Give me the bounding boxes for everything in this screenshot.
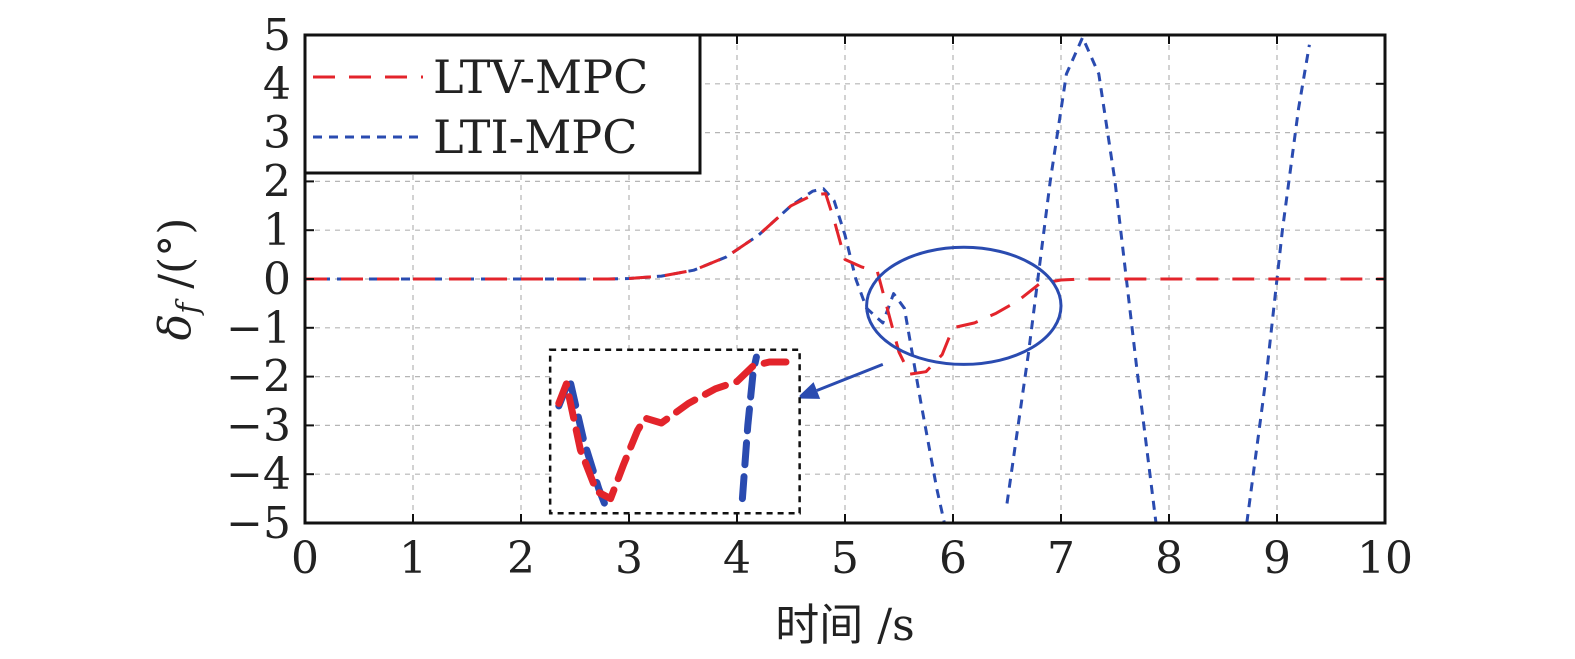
x-tick-label: 4 — [723, 533, 751, 584]
x-tick-label: 9 — [1263, 533, 1291, 584]
inset-box — [548, 348, 801, 515]
y-axis-title: δf /(°) — [150, 218, 206, 341]
y-tick-label: 2 — [263, 156, 291, 207]
y-tick-label: −2 — [226, 352, 291, 403]
legend-label-lti-mpc: LTI-MPC — [433, 110, 637, 164]
plot-area — [305, 35, 1385, 524]
x-tick-label: 6 — [939, 533, 967, 584]
legend-box — [303, 33, 702, 175]
y-tick-label: 3 — [263, 108, 291, 159]
series-line-lti-mpc — [305, 187, 946, 524]
y-axis-symbol: δ — [150, 314, 201, 341]
y-axis-unit: /(°) — [150, 218, 201, 303]
series-line-lti-mpc — [1005, 35, 1158, 524]
y-tick-label: 5 — [263, 10, 291, 61]
y-tick-label: −5 — [226, 498, 291, 549]
y-tick-label: −3 — [226, 400, 291, 451]
x-tick-label: 7 — [1047, 533, 1075, 584]
series-line-lti-mpc — [1245, 44, 1311, 524]
zoom-ellipse — [865, 245, 1063, 366]
y-tick-label: 0 — [263, 254, 291, 305]
x-tick-label: 10 — [1357, 533, 1413, 584]
x-tick-label: 8 — [1155, 533, 1183, 584]
x-tick-label: 5 — [831, 533, 859, 584]
inset-line-ltv-mpc — [555, 358, 800, 503]
legend: LTV-MPC LTI-MPC — [303, 33, 702, 175]
y-tick-label: −4 — [226, 449, 291, 500]
x-tick-label: 2 — [507, 533, 535, 584]
x-tick-label: 1 — [399, 533, 427, 584]
annotations — [548, 245, 1063, 515]
x-tick-label: 0 — [291, 533, 319, 584]
legend-label-ltv-mpc: LTV-MPC — [433, 50, 648, 104]
zoom-arrow-shaft — [816, 363, 884, 392]
x-axis-title: 时间 /s — [775, 600, 914, 651]
y-tick-label: 4 — [263, 59, 291, 110]
y-tick-label: 1 — [263, 205, 291, 256]
x-tick-label: 3 — [615, 533, 643, 584]
zoom-arrow-head — [796, 382, 821, 399]
y-tick-label: −1 — [226, 303, 291, 354]
